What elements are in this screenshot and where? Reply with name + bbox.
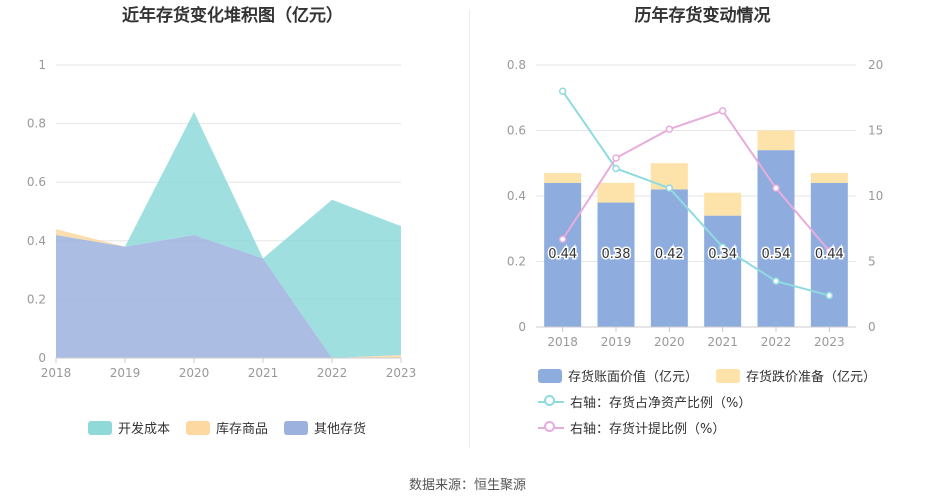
y-tick-label: 0: [38, 351, 46, 365]
x-tick-label: 2020: [179, 366, 210, 380]
legend-label-kucun: 库存商品: [216, 422, 269, 437]
legend-label-book-value: 存货账面价值（亿元）: [568, 370, 699, 385]
y-tick-label: 0.6: [27, 175, 46, 189]
line-point: [558, 235, 567, 243]
x-tick-label: 2019: [110, 366, 141, 380]
line-line_ratio_provision: [561, 109, 831, 252]
line-point: [772, 277, 780, 285]
legend-swatch-ratio-asset: [538, 395, 564, 409]
bar-book-value: [757, 150, 795, 327]
right-chart-title: 历年存货变动情况: [634, 6, 771, 26]
legend-item-impairment[interactable]: 存货跌价准备（亿元）: [716, 368, 876, 388]
x-tick-label: 2020: [654, 335, 685, 349]
legend-swatch-book-value: [538, 369, 562, 383]
line-point: [612, 164, 620, 173]
x-tick-label: 2018: [41, 366, 72, 380]
y-left-tick-label: 0.2: [507, 255, 526, 269]
x-tick-label: 2018: [547, 335, 578, 349]
y-tick-label: 0.2: [27, 292, 46, 306]
line-line_ratio_asset: [561, 90, 830, 297]
area-qita: [56, 234, 401, 358]
line-point: [718, 107, 727, 115]
legend-swatch-kucun: [186, 421, 210, 435]
y-right-tick-label: 20: [868, 58, 883, 72]
data-source: 数据来源：恒生聚源: [408, 478, 526, 493]
x-tick-label: 2021: [248, 366, 279, 380]
legend-label-kaifa: 开发成本: [118, 422, 171, 437]
bar-impairment: [757, 130, 795, 151]
area-kaifa: [56, 111, 401, 358]
legend-item-qita[interactable]: 其他存货: [284, 420, 366, 440]
y-tick-label: 0.4: [27, 234, 46, 248]
bar-value-label: 0.44: [548, 247, 577, 262]
x-tick-label: 2022: [761, 335, 792, 349]
x-tick-label: 2019: [601, 335, 632, 349]
legend-label-impairment: 存货跌价准备（亿元）: [746, 370, 877, 385]
bar-impairment: [704, 192, 742, 216]
bar-book-value: [544, 182, 582, 327]
line-point: [612, 154, 620, 162]
line-point: [825, 291, 834, 300]
y-left-tick-label: 0.4: [507, 189, 526, 203]
y-right-tick-label: 0: [868, 320, 876, 334]
bar-book-value: [810, 182, 848, 327]
line-point: [665, 125, 674, 133]
legend-swatch-ratio-provision: [538, 421, 564, 435]
legend-label-ratio-asset: 右轴：存货占净资产比例（%）: [570, 396, 752, 411]
left-chart-title: 近年存货变化堆积图（亿元）: [122, 6, 343, 26]
line-point: [665, 184, 674, 192]
y-left-tick-label: 0: [518, 320, 526, 334]
legend-item-book-value[interactable]: 存货账面价值（亿元）: [538, 368, 698, 388]
x-tick-label: 2022: [317, 366, 348, 380]
y-left-tick-label: 0.6: [507, 124, 526, 138]
legend-label-qita: 其他存货: [314, 422, 367, 437]
x-tick-label: 2021: [707, 335, 738, 349]
y-right-tick-label: 15: [868, 124, 883, 138]
bar-impairment: [544, 173, 582, 183]
y-right-tick-label: 10: [868, 189, 883, 203]
bar-value-label: 0.44: [815, 247, 844, 262]
bar-impairment: [597, 182, 635, 203]
line-point: [772, 184, 780, 192]
y-tick-label: 0.8: [27, 117, 46, 131]
legend-item-kucun[interactable]: 库存商品: [186, 420, 268, 440]
y-left-tick-label: 0.8: [507, 58, 526, 72]
x-tick-label: 2023: [386, 366, 417, 380]
legend-item-kaifa[interactable]: 开发成本: [88, 420, 170, 440]
legend-label-ratio-provision: 右轴：存货计提比例（%）: [570, 422, 726, 437]
bar-value-label: 0.38: [602, 247, 631, 262]
inventory-bar-line-chart: 0 0.2 0.4 0.6 0.8 0 5 10 15 20 0.44 0.38 0.42 0.34 0.5…: [507, 58, 883, 349]
legend-item-ratio-asset[interactable]: 右轴：存货占净资产比例（%）: [538, 394, 751, 414]
bar-book-value: [650, 189, 688, 327]
legend-swatch-kaifa: [88, 421, 112, 435]
bar-value-label: 0.42: [655, 247, 684, 262]
legend-swatch-impairment: [716, 369, 740, 383]
bar-book-value: [597, 202, 635, 327]
bar-impairment: [810, 173, 848, 183]
legend-item-ratio-provision[interactable]: 右轴：存货计提比例（%）: [538, 420, 725, 440]
bar-value-label: 0.34: [708, 247, 737, 262]
left-legend: 开发成本 库存商品 其他存货: [0, 420, 465, 442]
legend-swatch-qita: [284, 421, 308, 435]
line-point: [718, 243, 727, 251]
line-point: [558, 87, 567, 95]
line-point: [825, 247, 834, 255]
panel-divider: [469, 10, 470, 448]
right-legend: 存货账面价值（亿元） 存货跌价准备（亿元） 右轴：存货占净资产比例（%） 右轴：…: [470, 368, 935, 443]
bar-value-label: 0.54: [762, 247, 791, 262]
x-tick-label: 2023: [814, 335, 845, 349]
y-right-tick-label: 5: [868, 255, 876, 269]
y-tick-label: 1: [38, 58, 46, 72]
stacked-area-chart: 0 0.2 0.4 0.6 0.8 1 2018 2019 2020 2021 2022 2023: [27, 58, 417, 380]
